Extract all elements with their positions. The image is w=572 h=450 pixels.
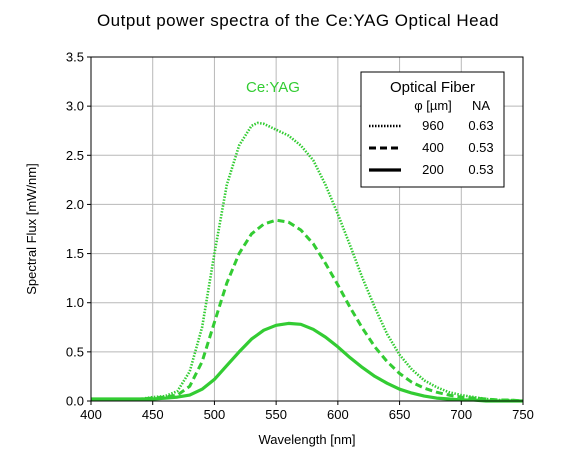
x-tick-label: 700 [450, 407, 472, 422]
plot-frame [90, 56, 524, 402]
legend-box [360, 71, 505, 188]
x-tick-label: 650 [389, 407, 411, 422]
legend-phi-header: φ [µm] [414, 98, 452, 113]
x-tick-label: 750 [512, 407, 534, 422]
y-axis-label: Spectral Flux [mW/nm] [24, 163, 39, 294]
legend-na-value: 0.63 [468, 118, 493, 133]
legend-na-header: NA [472, 98, 490, 113]
legend-phi-value: 400 [422, 140, 444, 155]
y-tick-label: 3.5 [66, 50, 84, 65]
legend-title: Optical Fiber [390, 79, 475, 96]
x-axis-label: Wavelength [nm] [258, 432, 355, 447]
x-tick-label: 500 [204, 407, 226, 422]
legend-phi-value: 960 [422, 118, 444, 133]
y-tick-label: 0.5 [66, 344, 84, 359]
tick-labels: 400 450 500 550 600 650 700 750 0.0 0.5 1.0 1.5 2.0 2… [66, 50, 534, 423]
legend-na-value: 0.53 [468, 162, 493, 177]
ce-yag-annotation: Ce:YAG [246, 79, 300, 96]
legend: Optical Fiber φ [µm] NA 960 0.63 400 0.53 20… [360, 71, 505, 188]
chart-title: Output power spectra of the Ce:YAG Optic… [97, 11, 499, 30]
y-tick-label: 2.0 [66, 197, 84, 212]
y-tick-label: 3.0 [66, 99, 84, 114]
series-line-400 [91, 218, 524, 403]
y-tick-label: 1.0 [66, 295, 84, 310]
series-line-200 [91, 321, 523, 403]
series-line-960 [91, 121, 524, 403]
legend-rows: 960 0.63 400 0.53 200 0.53 [369, 118, 494, 177]
x-tick-label: 450 [142, 407, 164, 422]
series-lines [91, 121, 524, 403]
y-tick-label: 0.0 [66, 394, 84, 409]
y-tick-label: 2.5 [66, 148, 84, 163]
legend-na-value: 0.53 [468, 140, 493, 155]
x-tick-label: 400 [80, 407, 102, 422]
x-tick-label: 550 [265, 407, 287, 422]
legend-phi-value: 200 [422, 162, 444, 177]
y-tick-label: 1.5 [66, 246, 84, 261]
x-tick-label: 600 [327, 407, 349, 422]
